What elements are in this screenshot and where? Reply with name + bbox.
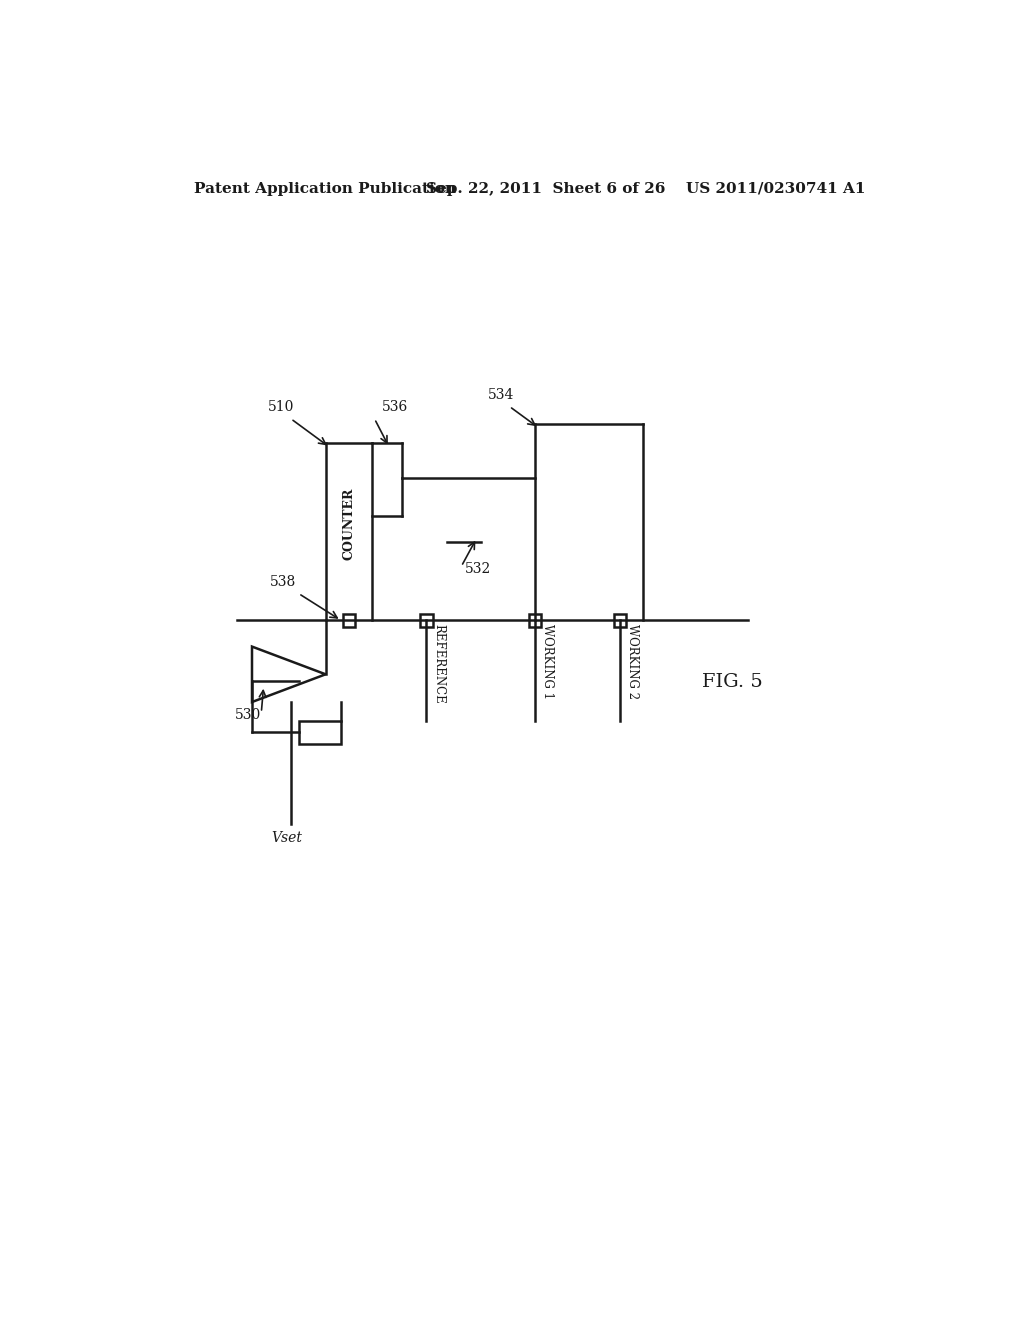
Text: WORKING 1: WORKING 1	[541, 624, 554, 700]
Bar	[420, 614, 432, 627]
Bar	[343, 614, 355, 627]
Text: Vset: Vset	[271, 830, 302, 845]
Text: FIG. 5: FIG. 5	[702, 673, 763, 690]
Text: 510: 510	[268, 400, 295, 414]
Text: 532: 532	[465, 562, 492, 576]
Text: 538: 538	[270, 574, 296, 589]
Text: 534: 534	[488, 388, 515, 401]
Text: 530: 530	[234, 708, 261, 722]
Text: REFERENCE: REFERENCE	[432, 624, 445, 704]
Text: Patent Application Publication: Patent Application Publication	[194, 182, 456, 195]
Bar	[299, 721, 341, 743]
Text: 536: 536	[382, 400, 409, 414]
Text: US 2011/0230741 A1: US 2011/0230741 A1	[686, 182, 865, 195]
Text: COUNTER: COUNTER	[342, 488, 355, 560]
Text: Sep. 22, 2011  Sheet 6 of 26: Sep. 22, 2011 Sheet 6 of 26	[426, 182, 666, 195]
Text: WORKING 2: WORKING 2	[627, 624, 639, 700]
Bar	[528, 614, 541, 627]
Bar	[614, 614, 627, 627]
